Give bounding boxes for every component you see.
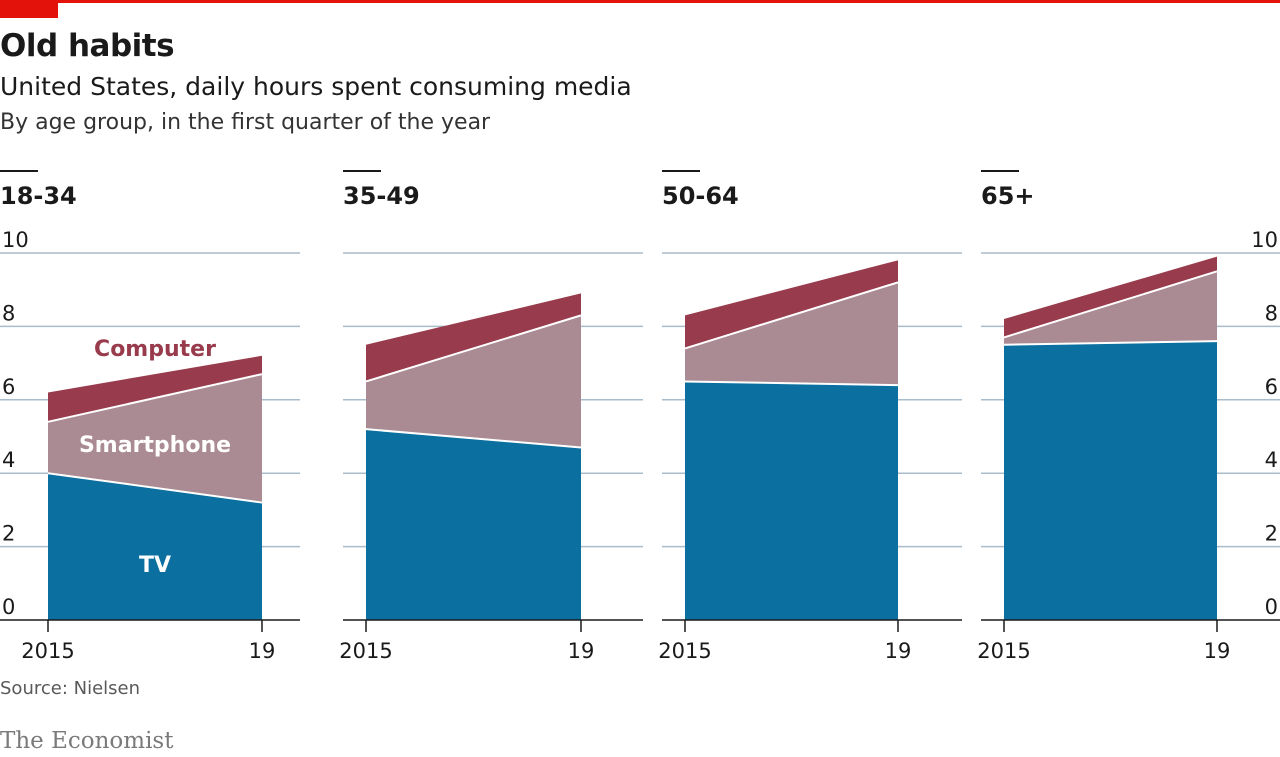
computer-area [48,355,262,422]
y-tick-label-left: 4 [2,448,15,472]
series-boundary-line [1003,270,1218,339]
panel-header-rule [662,170,700,172]
computer-area [1004,256,1217,338]
computer-area [685,260,898,349]
x-tick-label: 2015 [21,639,74,663]
series-boundary-line [47,472,263,504]
series-boundary-line [684,380,899,387]
computer-area [366,293,581,382]
x-tick-label: 19 [249,639,276,663]
top-accent-line [0,0,1280,3]
x-tick-label: 2015 [658,639,711,663]
chart-subsubtitle: By age group, in the first quarter of th… [0,110,491,135]
y-tick-label-left: 0 [2,595,15,619]
series-label-computer: Computer [94,337,216,362]
panel-label: 18-34 [0,182,77,210]
tv-area [685,381,898,620]
panel-header-rule [0,170,38,172]
smartphone-area [1004,271,1217,345]
panel-header-rule [981,170,1019,172]
y-tick-label-left: 10 [2,228,29,252]
x-tick-label: 2015 [339,639,392,663]
y-tick-label-right: 8 [1265,301,1278,325]
smartphone-area [685,282,898,386]
y-tick-label-left: 6 [2,375,15,399]
smartphone-area [48,374,262,503]
x-tick-label: 19 [885,639,912,663]
y-tick-label-right: 2 [1265,522,1278,546]
y-tick-label-left: 2 [2,522,15,546]
y-tick-label-right: 0 [1265,595,1278,619]
panel-label: 50-64 [662,182,739,210]
x-tick-label: 19 [568,639,595,663]
series-boundary-line [365,314,582,383]
series-boundary-line [1003,340,1218,346]
y-tick-label-right: 6 [1265,375,1278,399]
tv-area [48,473,262,620]
series-label-tv: TV [139,553,171,578]
smartphone-area [366,315,581,448]
tv-area [1004,341,1217,620]
top-accent-tab [0,0,58,18]
panel-label: 35-49 [343,182,420,210]
series-boundary-line [365,428,582,449]
y-tick-label-right: 10 [1251,228,1278,252]
y-tick-label-left: 8 [2,301,15,325]
chart-title: Old habits [0,28,175,64]
panel-label: 65+ [981,182,1035,210]
x-tick-label: 2015 [977,639,1030,663]
chart-subtitle: United States, daily hours spent consumi… [0,72,632,101]
series-boundary-line [684,281,899,350]
tv-area [366,429,581,620]
source-note: Source: Nielsen [0,678,141,699]
y-tick-label-right: 4 [1265,448,1278,472]
brand-logo-text: The Economist [0,728,174,754]
panel-header-rule [343,170,381,172]
x-tick-label: 19 [1204,639,1231,663]
series-boundary-line [47,373,263,423]
series-label-smartphone: Smartphone [79,433,231,458]
